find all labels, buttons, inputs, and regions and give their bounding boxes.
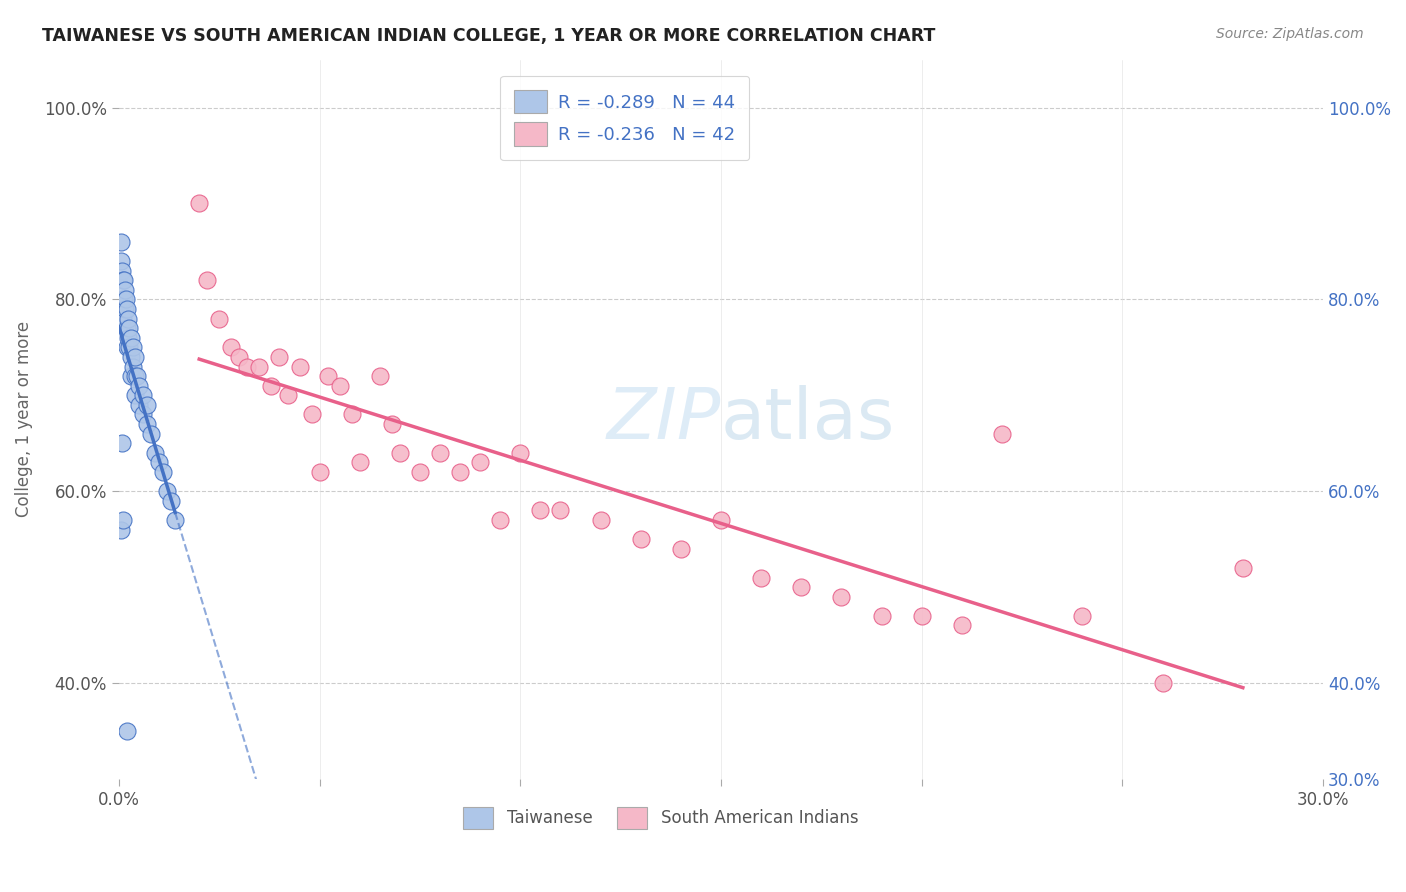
Point xyxy=(115,340,138,354)
Text: ZIP: ZIP xyxy=(606,384,721,454)
Point xyxy=(749,570,772,584)
Point xyxy=(111,513,134,527)
Point xyxy=(529,503,551,517)
Point xyxy=(120,369,142,384)
Point xyxy=(388,446,411,460)
Point xyxy=(870,608,893,623)
Point xyxy=(630,532,652,546)
Point xyxy=(316,369,339,384)
Point xyxy=(165,513,187,527)
Point xyxy=(112,293,135,307)
Point xyxy=(550,503,572,517)
Point xyxy=(449,465,471,479)
Point xyxy=(509,446,531,460)
Point xyxy=(111,293,134,307)
Point xyxy=(124,369,146,384)
Point xyxy=(115,301,138,316)
Legend: Taiwanese, South American Indians: Taiwanese, South American Indians xyxy=(457,801,865,835)
Point xyxy=(260,378,283,392)
Point xyxy=(115,321,138,335)
Point xyxy=(308,465,330,479)
Point xyxy=(117,331,139,345)
Point xyxy=(188,196,211,211)
Point xyxy=(136,398,159,412)
Point xyxy=(160,493,183,508)
Point xyxy=(1232,561,1254,575)
Point xyxy=(128,398,150,412)
Point xyxy=(470,455,492,469)
Point xyxy=(1152,676,1174,690)
Point xyxy=(489,513,512,527)
Point xyxy=(110,254,132,268)
Point xyxy=(228,350,250,364)
Point xyxy=(349,455,371,469)
Y-axis label: College, 1 year or more: College, 1 year or more xyxy=(15,321,32,517)
Point xyxy=(249,359,271,374)
Point xyxy=(195,273,218,287)
Point xyxy=(111,436,134,450)
Point xyxy=(122,359,145,374)
Point xyxy=(221,340,243,354)
Point xyxy=(110,235,132,249)
Point xyxy=(669,541,692,556)
Point xyxy=(124,350,146,364)
Point xyxy=(139,426,162,441)
Point xyxy=(111,311,134,326)
Point xyxy=(991,426,1014,441)
Text: Source: ZipAtlas.com: Source: ZipAtlas.com xyxy=(1216,27,1364,41)
Point xyxy=(112,273,135,287)
Point xyxy=(115,293,138,307)
Point xyxy=(152,465,174,479)
Point xyxy=(122,340,145,354)
Point xyxy=(911,608,934,623)
Text: atlas: atlas xyxy=(721,384,896,454)
Point xyxy=(830,590,852,604)
Point xyxy=(125,369,148,384)
Point xyxy=(208,311,231,326)
Point xyxy=(132,388,155,402)
Point xyxy=(236,359,259,374)
Point xyxy=(156,484,179,499)
Point xyxy=(589,513,612,527)
Point xyxy=(429,446,451,460)
Point xyxy=(409,465,432,479)
Point xyxy=(110,523,132,537)
Point xyxy=(111,263,134,277)
Point xyxy=(128,378,150,392)
Point xyxy=(368,369,391,384)
Point xyxy=(118,321,141,335)
Point xyxy=(288,359,311,374)
Point xyxy=(950,618,973,632)
Point xyxy=(329,378,352,392)
Point xyxy=(1071,608,1094,623)
Point xyxy=(143,446,166,460)
Point xyxy=(301,408,323,422)
Point xyxy=(148,455,170,469)
Text: TAIWANESE VS SOUTH AMERICAN INDIAN COLLEGE, 1 YEAR OR MORE CORRELATION CHART: TAIWANESE VS SOUTH AMERICAN INDIAN COLLE… xyxy=(42,27,935,45)
Point xyxy=(114,301,136,316)
Point xyxy=(120,350,142,364)
Point xyxy=(136,417,159,431)
Point xyxy=(115,723,138,738)
Point xyxy=(120,331,142,345)
Point xyxy=(381,417,404,431)
Point xyxy=(710,513,733,527)
Point xyxy=(114,283,136,297)
Point xyxy=(118,340,141,354)
Point xyxy=(276,388,298,402)
Point xyxy=(132,408,155,422)
Point xyxy=(124,388,146,402)
Point xyxy=(790,580,813,594)
Point xyxy=(269,350,291,364)
Point xyxy=(117,311,139,326)
Point xyxy=(340,408,363,422)
Point xyxy=(111,273,134,287)
